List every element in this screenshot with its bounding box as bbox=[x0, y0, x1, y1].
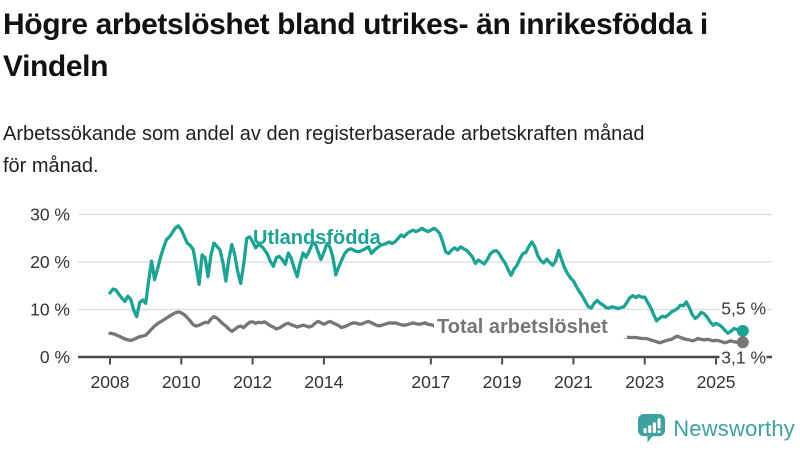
y-tick-label-20: 20 % bbox=[30, 252, 70, 272]
x-tick-label-2008: 2008 bbox=[91, 372, 130, 392]
utlandsfodda-series-label: Utlandsfödda bbox=[253, 227, 382, 249]
x-tick-label-2017: 2017 bbox=[411, 372, 450, 392]
subtitle-line-1: Arbetssökande som andel av den registerb… bbox=[3, 123, 645, 145]
chart-subtitle: Arbetssökande som andel av den registerb… bbox=[3, 118, 783, 182]
x-tick-label-2021: 2021 bbox=[554, 372, 593, 392]
page-title: Högre arbetslöshet bland utrikes- än inr… bbox=[3, 4, 797, 88]
newsworthy-logo-text: Newsworthy bbox=[673, 415, 795, 441]
title-line-1: Högre arbetslöshet bland utrikes- än inr… bbox=[3, 8, 708, 41]
utlandsfodda-end-label-mask bbox=[719, 301, 767, 318]
total-end-label: 3,1 % bbox=[721, 348, 766, 368]
total-series-label-mask bbox=[434, 315, 627, 338]
y-tick-label-0: 0 % bbox=[40, 347, 70, 367]
x-tick-label-2023: 2023 bbox=[625, 372, 664, 392]
x-tick-label-2025: 2025 bbox=[697, 372, 736, 392]
x-tick-label-2019: 2019 bbox=[483, 372, 522, 392]
utlandsfodda-end-dot bbox=[736, 324, 749, 337]
x-tick-label-2014: 2014 bbox=[304, 372, 343, 392]
total-end-dot bbox=[736, 336, 749, 349]
x-tick-label-2012: 2012 bbox=[233, 372, 272, 392]
line-chart: 2008 2010 2012 2014 2017 2019 2021 2023 2025 0 % 1… bbox=[0, 193, 800, 398]
y-tick-label-10: 10 % bbox=[30, 300, 70, 320]
title-line-2: Vindeln bbox=[3, 50, 108, 83]
newsworthy-logo: Newsworthy bbox=[637, 413, 795, 444]
total-line bbox=[108, 310, 745, 345]
subtitle-line-2: för månad. bbox=[3, 155, 99, 177]
total-end-label-mask bbox=[719, 349, 767, 367]
newsworthy-logo-icon bbox=[638, 414, 666, 443]
y-tick-label-30: 30 % bbox=[30, 205, 70, 225]
utlandsfodda-end-label: 5,5 % bbox=[721, 299, 766, 319]
x-tick-label-2010: 2010 bbox=[162, 372, 201, 392]
utlandsfodda-line bbox=[108, 224, 745, 335]
line-chart-svg: 2008 2010 2012 2014 2017 2019 2021 2023 2025 0 % 1… bbox=[30, 205, 772, 392]
total-series-label: Total arbetslöshet bbox=[437, 316, 608, 338]
